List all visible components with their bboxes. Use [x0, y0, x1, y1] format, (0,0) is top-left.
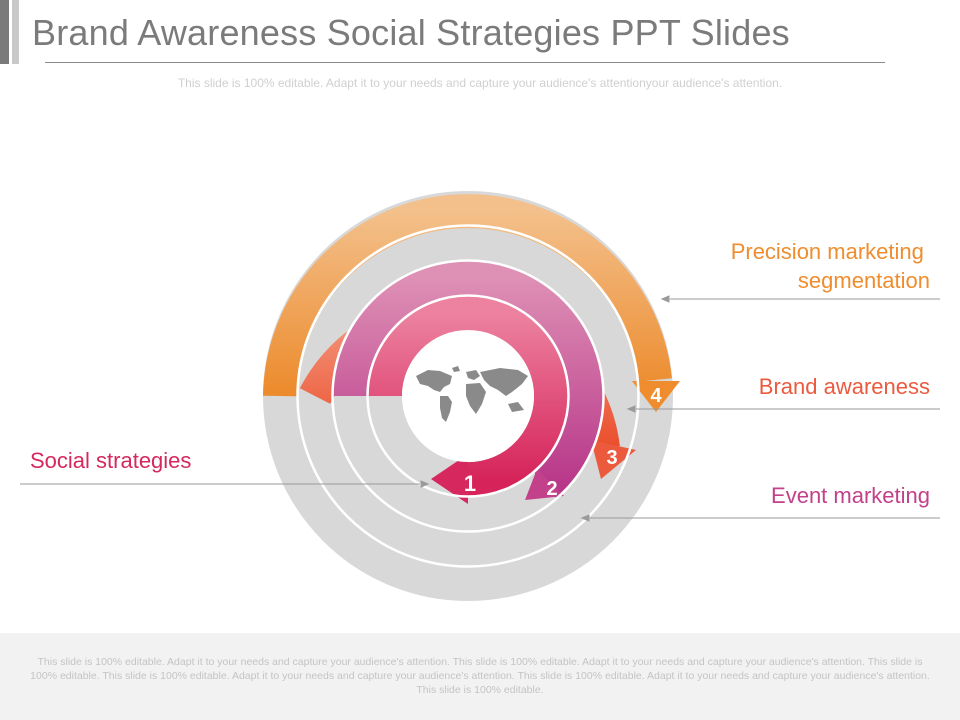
- label-brand-awareness: Brand awareness: [759, 374, 930, 399]
- label-precision-marketing-line-1: Precision marketing: [731, 239, 924, 264]
- world-map-icon: [416, 366, 528, 422]
- footer-band: This slide is 100% editable. Adapt it to…: [0, 633, 960, 720]
- step-number-3: 3: [606, 447, 617, 469]
- arrowhead-step-2: [525, 469, 564, 500]
- leader-arrow-step-4: [660, 295, 670, 303]
- label-social-strategies: Social strategies: [30, 448, 191, 473]
- ring-separator: [366, 294, 570, 498]
- footer-text: This slide is 100% editable. Adapt it to…: [30, 656, 930, 696]
- label-precision-marketing: Precision marketing segmentation: [731, 239, 930, 293]
- ring-separator: [296, 224, 640, 568]
- label-event-marketing: Event marketing: [771, 483, 930, 508]
- leader-arrow-step-1: [420, 480, 430, 488]
- leader-arrow-step-3: [626, 405, 636, 413]
- subtitle-text: This slide is 100% editable. Adapt it to…: [177, 76, 783, 90]
- arc-step-1: [368, 296, 568, 497]
- arc-step-2: [332, 260, 603, 498]
- step-number-2: 2: [546, 478, 557, 500]
- title-accent-bar-light: [12, 0, 19, 64]
- arrowhead-step-3: [591, 440, 636, 479]
- arc-step-4: [263, 194, 672, 397]
- page-title: Brand Awareness Social Strategies PPT Sl…: [32, 12, 790, 53]
- arrowhead-step-4: [632, 381, 680, 412]
- label-precision-marketing-line-2: segmentation: [798, 268, 930, 293]
- title-accent-bar-dark: [0, 0, 9, 64]
- leader-arrow-step-2: [580, 514, 590, 522]
- title-divider: [45, 62, 885, 63]
- step-number-4: 4: [650, 385, 662, 407]
- arrowhead-step-1: [431, 454, 468, 504]
- ring-separator: [331, 259, 605, 533]
- step-number-1: 1: [464, 471, 476, 496]
